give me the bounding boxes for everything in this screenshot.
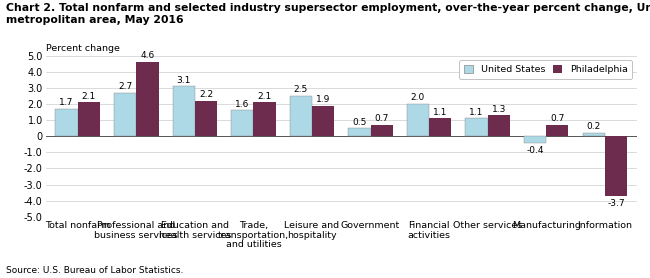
Text: 1.6: 1.6 — [235, 100, 250, 109]
Text: Source: U.S. Bureau of Labor Statistics.: Source: U.S. Bureau of Labor Statistics. — [6, 266, 184, 275]
Text: 2.5: 2.5 — [294, 85, 308, 94]
Bar — [348, 128, 370, 136]
Bar — [231, 110, 254, 136]
Bar — [55, 109, 78, 136]
Text: 1.1: 1.1 — [433, 108, 447, 117]
Bar — [524, 136, 546, 143]
Bar — [136, 62, 159, 136]
Bar — [114, 93, 136, 136]
Text: -0.4: -0.4 — [526, 146, 544, 155]
Text: 0.5: 0.5 — [352, 118, 367, 126]
Text: 0.2: 0.2 — [586, 122, 601, 131]
Bar — [290, 96, 312, 136]
Text: 0.7: 0.7 — [374, 114, 389, 123]
Text: 2.2: 2.2 — [199, 90, 213, 99]
Text: 2.7: 2.7 — [118, 82, 132, 91]
Bar — [78, 102, 100, 136]
Text: Chart 2. Total nonfarm and selected industry supersector employment, over-the-ye: Chart 2. Total nonfarm and selected indu… — [6, 3, 650, 25]
Bar — [429, 118, 451, 136]
Text: 3.1: 3.1 — [177, 76, 191, 85]
Bar — [370, 125, 393, 136]
Bar — [195, 101, 217, 136]
Text: Percent change: Percent change — [46, 44, 120, 53]
Text: 1.3: 1.3 — [491, 105, 506, 114]
Text: -3.7: -3.7 — [607, 199, 625, 208]
Text: 2.1: 2.1 — [257, 92, 272, 101]
Text: 1.7: 1.7 — [59, 98, 73, 107]
Bar — [582, 133, 604, 136]
Text: 1.1: 1.1 — [469, 108, 484, 117]
Text: 2.1: 2.1 — [82, 92, 96, 101]
Legend: United States, Philadelphia: United States, Philadelphia — [459, 60, 632, 79]
Text: 1.9: 1.9 — [316, 95, 330, 104]
Bar — [488, 115, 510, 136]
Bar — [173, 86, 195, 136]
Bar — [604, 136, 627, 196]
Text: 4.6: 4.6 — [140, 51, 155, 60]
Bar — [465, 118, 488, 136]
Bar — [312, 106, 334, 136]
Text: 0.7: 0.7 — [550, 114, 565, 123]
Bar — [407, 104, 429, 136]
Bar — [254, 102, 276, 136]
Text: 2.0: 2.0 — [411, 93, 425, 102]
Bar — [546, 125, 569, 136]
